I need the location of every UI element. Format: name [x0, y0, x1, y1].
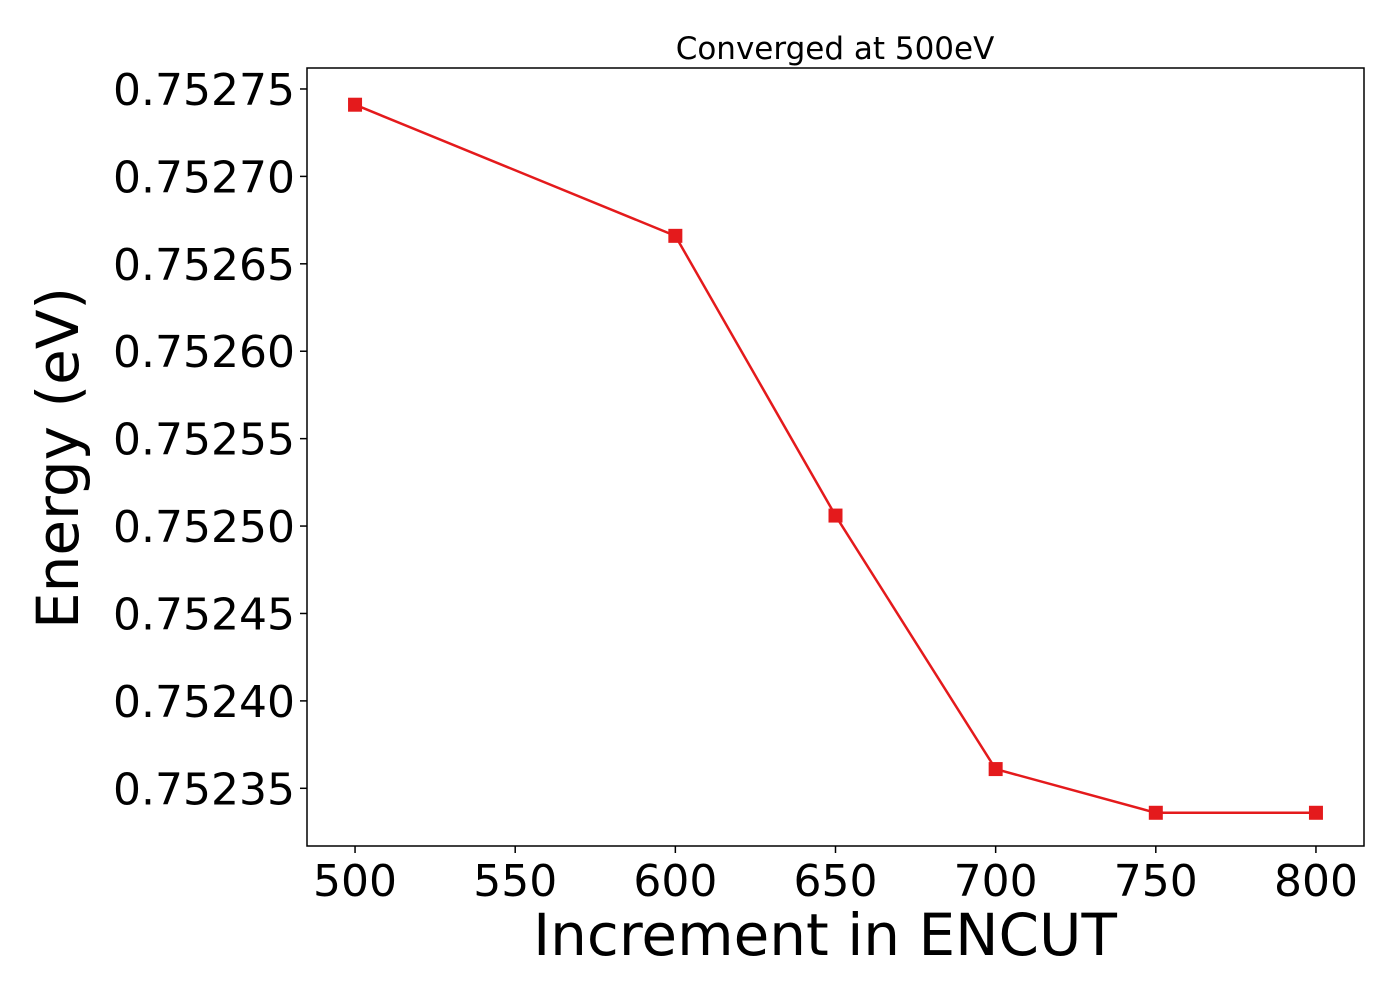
y-tick-label: 0.75245 [113, 589, 295, 640]
data-point-marker [988, 762, 1003, 777]
x-tick-label: 700 [954, 856, 1038, 907]
y-tick-label: 0.75270 [113, 152, 295, 203]
y-tick-label: 0.75255 [113, 415, 295, 466]
x-tick-label: 600 [633, 856, 717, 907]
x-tick-label: 800 [1274, 856, 1358, 907]
chart-title: Converged at 500eV [676, 31, 995, 67]
x-axis-ticks: 500 550 600 650 700 750 800 [313, 846, 1358, 907]
x-tick-label: 650 [794, 856, 878, 907]
data-point-marker [1308, 805, 1323, 820]
data-point-marker [828, 508, 843, 523]
x-tick-label: 500 [313, 856, 397, 907]
data-point-marker [348, 97, 363, 112]
y-tick-label: 0.75240 [113, 677, 295, 728]
y-tick-label: 0.75250 [113, 502, 295, 553]
y-tick-label: 0.75265 [113, 240, 295, 291]
y-axis-label: Energy (eV) [24, 287, 92, 629]
plot-area-frame [306, 67, 1365, 847]
data-point-marker [668, 228, 683, 243]
y-axis-ticks: 0.75235 0.75240 0.75245 0.75250 0.75255 0.752… [113, 65, 307, 815]
data-point-marker [1148, 805, 1163, 820]
plot-layer [348, 97, 1323, 820]
series-line [354, 103, 1316, 815]
x-tick-label: 550 [473, 856, 557, 907]
y-tick-label: 0.75235 [113, 764, 295, 815]
y-tick-label: 0.75275 [113, 65, 295, 116]
y-tick-label: 0.75260 [113, 327, 295, 378]
x-tick-label: 750 [1114, 856, 1198, 907]
x-axis-label: Increment in ENCUT [533, 901, 1117, 969]
